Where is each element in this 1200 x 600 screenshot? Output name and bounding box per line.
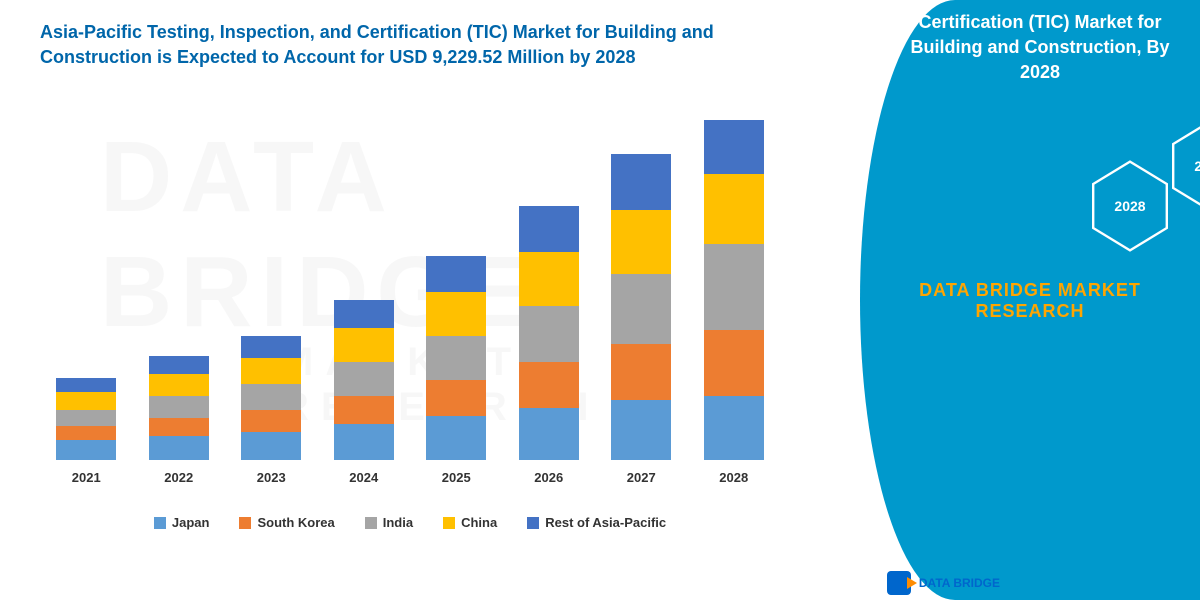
bar-segment xyxy=(704,396,764,460)
right-panel: Certification (TIC) Market for Building … xyxy=(800,0,1200,600)
bar-segment xyxy=(611,210,671,274)
bar-segment xyxy=(241,384,301,410)
legend-label: Rest of Asia-Pacific xyxy=(545,515,666,530)
x-axis-label: 2023 xyxy=(241,470,301,485)
bar-segment xyxy=(611,154,671,210)
legend-swatch xyxy=(239,517,251,529)
bar-segment xyxy=(241,432,301,460)
stacked-bar xyxy=(704,120,764,460)
x-axis-label: 2028 xyxy=(704,470,764,485)
stacked-bar xyxy=(241,336,301,460)
stacked-bar xyxy=(426,256,486,460)
stacked-bar xyxy=(334,300,394,460)
stacked-bar-chart: 2021 2022 2023 2024 2025 2026 2027 2028 xyxy=(40,100,780,500)
legend-item: Rest of Asia-Pacific xyxy=(527,515,666,530)
x-axis-label: 2022 xyxy=(149,470,209,485)
hex-badge-2021: 2021 xyxy=(1170,120,1200,212)
stacked-bar xyxy=(611,154,671,460)
bar-segment xyxy=(334,362,394,396)
x-axis-label: 2026 xyxy=(519,470,579,485)
legend-label: India xyxy=(383,515,413,530)
bar-segment xyxy=(56,440,116,460)
legend-swatch xyxy=(443,517,455,529)
bar-group xyxy=(149,356,209,460)
legend-item: Japan xyxy=(154,515,210,530)
bar-segment xyxy=(149,374,209,396)
bar-segment xyxy=(519,362,579,408)
chart-title: Asia-Pacific Testing, Inspection, and Ce… xyxy=(40,20,780,70)
brand-name: DATA BRIDGE MARKET RESEARCH xyxy=(900,280,1160,322)
bar-segment xyxy=(241,336,301,358)
legend-swatch xyxy=(527,517,539,529)
hex-badge-2028: 2028 xyxy=(1090,160,1170,252)
bar-segment xyxy=(149,396,209,418)
bar-segment xyxy=(519,306,579,362)
legend-label: Japan xyxy=(172,515,210,530)
bar-segment xyxy=(611,400,671,460)
bar-segment xyxy=(519,252,579,306)
bar-group xyxy=(704,120,764,460)
legend-item: India xyxy=(365,515,413,530)
legend-swatch xyxy=(365,517,377,529)
bar-segment xyxy=(334,396,394,424)
bar-segment xyxy=(519,206,579,252)
bar-segment xyxy=(56,426,116,440)
bar-group xyxy=(611,154,671,460)
legend-item: South Korea xyxy=(239,515,334,530)
footer-logo: DATA BRIDGE xyxy=(887,571,1000,595)
bar-segment xyxy=(704,174,764,244)
bar-segment xyxy=(704,120,764,174)
bar-segment xyxy=(519,408,579,460)
bar-segment xyxy=(426,380,486,416)
hex-label-2021: 2021 xyxy=(1194,158,1200,174)
bar-segment xyxy=(334,328,394,362)
bars-container xyxy=(40,120,780,460)
bar-segment xyxy=(149,418,209,436)
stacked-bar xyxy=(56,378,116,460)
bar-group xyxy=(241,336,301,460)
chart-legend: Japan South Korea India China Rest of Asia-P… xyxy=(40,515,780,530)
x-axis-label: 2024 xyxy=(334,470,394,485)
bar-segment xyxy=(426,336,486,380)
bar-segment xyxy=(56,378,116,392)
bar-segment xyxy=(149,436,209,460)
bar-segment xyxy=(56,410,116,426)
bar-segment xyxy=(334,300,394,328)
bar-group xyxy=(519,206,579,460)
stacked-bar xyxy=(149,356,209,460)
bar-group xyxy=(426,256,486,460)
bar-segment xyxy=(426,416,486,460)
bar-segment xyxy=(704,244,764,330)
main-container: DATA BRIDGE MARKET RESEARCH Asia-Pacific… xyxy=(0,0,1200,600)
x-axis-label: 2025 xyxy=(426,470,486,485)
legend-label: China xyxy=(461,515,497,530)
stacked-bar xyxy=(519,206,579,460)
bar-segment xyxy=(611,344,671,400)
bar-segment xyxy=(704,330,764,396)
bar-segment xyxy=(426,256,486,292)
right-panel-title: Certification (TIC) Market for Building … xyxy=(900,10,1180,86)
bar-segment xyxy=(149,356,209,374)
legend-label: South Korea xyxy=(257,515,334,530)
x-axis-label: 2027 xyxy=(611,470,671,485)
x-axis-label: 2021 xyxy=(56,470,116,485)
bar-segment xyxy=(241,358,301,384)
hex-label-2028: 2028 xyxy=(1114,198,1145,214)
bar-segment xyxy=(56,392,116,410)
bar-group xyxy=(56,378,116,460)
bar-segment xyxy=(241,410,301,432)
bar-segment xyxy=(611,274,671,344)
legend-item: China xyxy=(443,515,497,530)
left-panel: DATA BRIDGE MARKET RESEARCH Asia-Pacific… xyxy=(0,0,800,600)
logo-icon xyxy=(887,571,911,595)
bar-group xyxy=(334,300,394,460)
bar-segment xyxy=(426,292,486,336)
legend-swatch xyxy=(154,517,166,529)
footer-brand-text: DATA BRIDGE xyxy=(919,576,1000,590)
bar-segment xyxy=(334,424,394,460)
